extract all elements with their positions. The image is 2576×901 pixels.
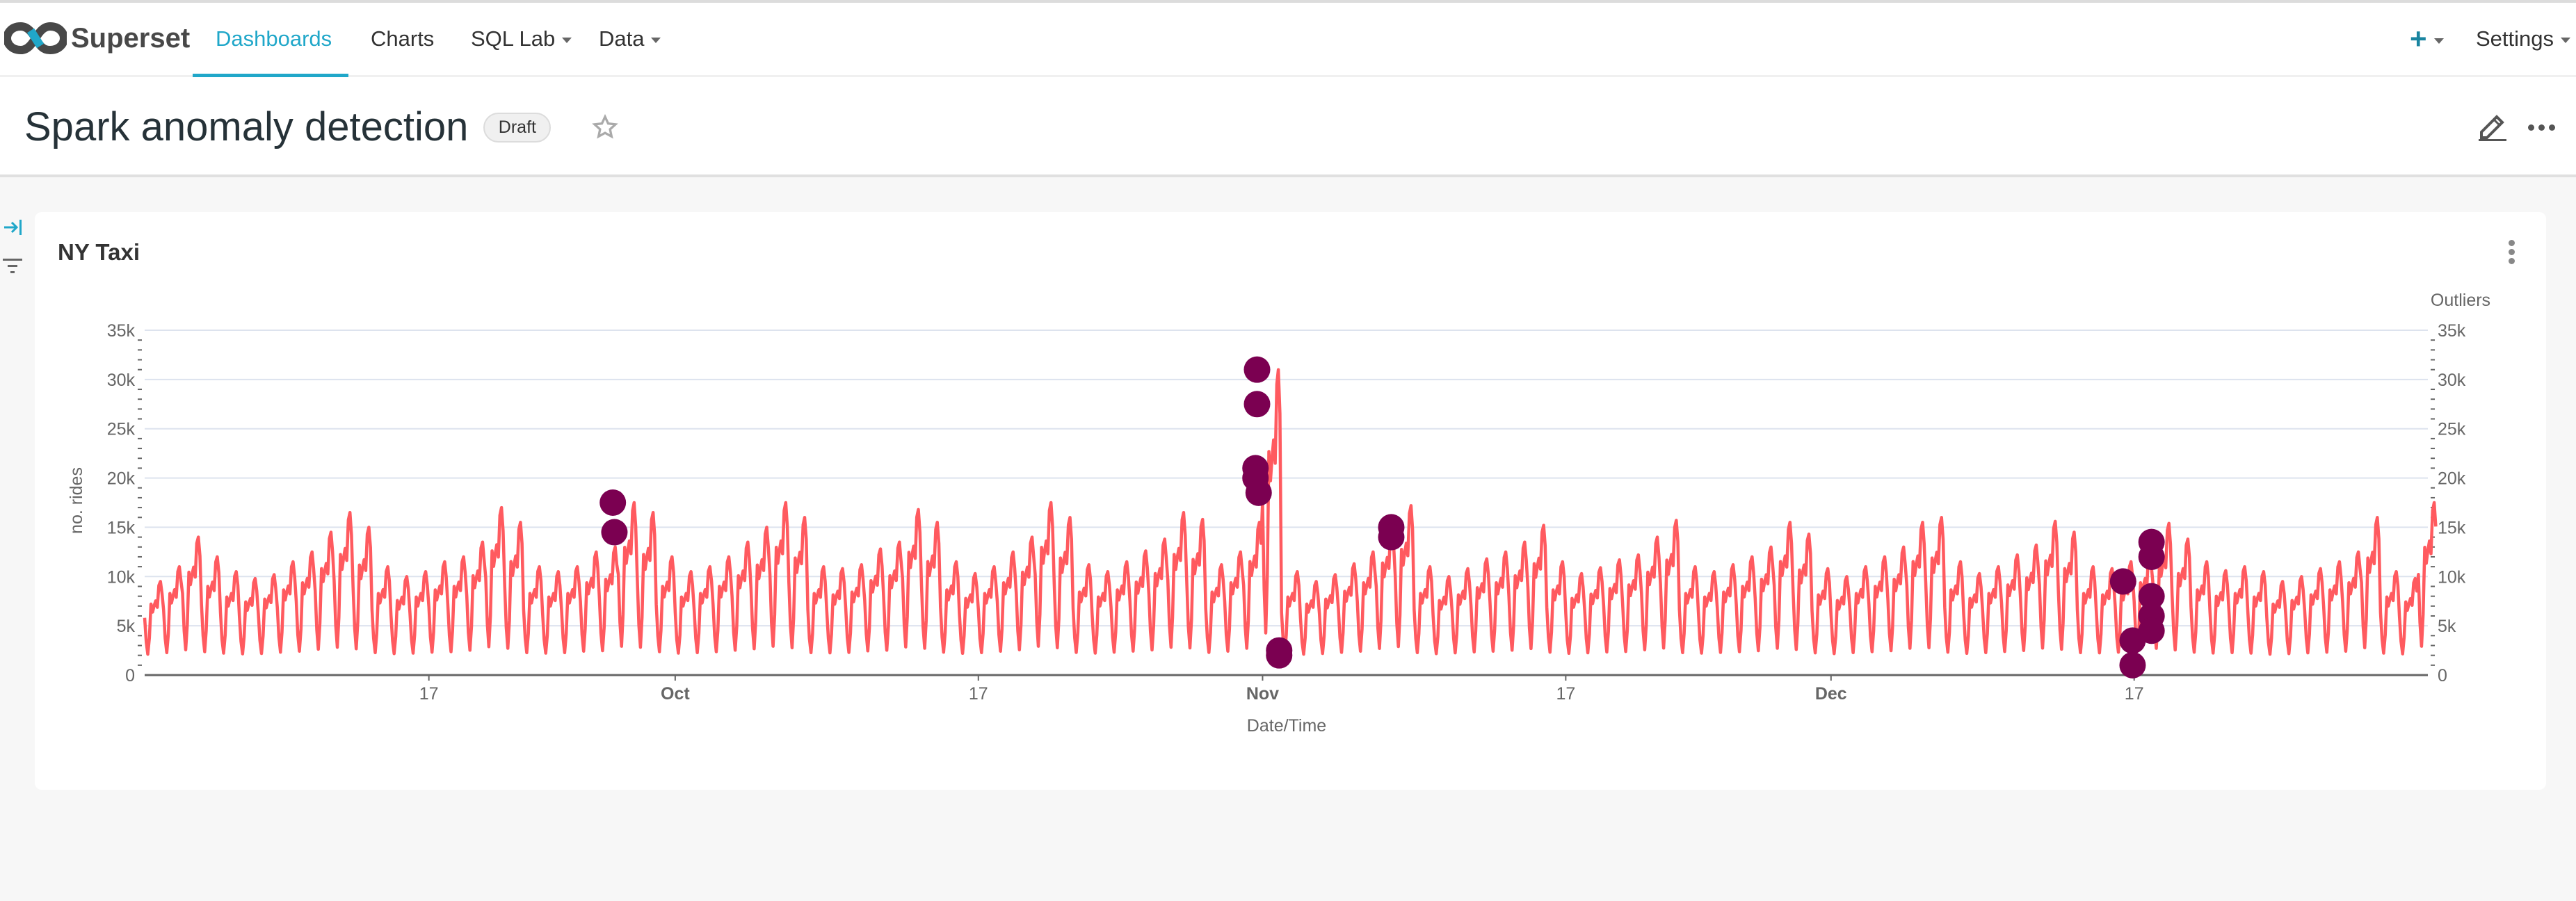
- vertical-ellipsis-icon[interactable]: [2509, 240, 2515, 264]
- nav-dashboards[interactable]: Dashboards: [216, 26, 332, 51]
- settings-label: Settings: [2476, 26, 2554, 51]
- x-tick-label: 17: [969, 684, 988, 704]
- outlier-point: [1243, 391, 1271, 418]
- outlier-point: [1243, 356, 1271, 383]
- x-tick-label: Oct: [661, 684, 690, 704]
- x-tick-label: Dec: [1815, 684, 1847, 704]
- title-row: Spark anomaly detection Draft: [24, 104, 619, 151]
- y2-tick-label: 0: [2438, 666, 2447, 685]
- outlier-point: [2138, 617, 2165, 644]
- y2-tick-label: 20k: [2438, 469, 2466, 489]
- more-options-button[interactable]: [2528, 124, 2555, 131]
- chevron-down-icon: [651, 37, 661, 43]
- nav-charts[interactable]: Charts: [371, 26, 434, 51]
- chart-title[interactable]: NY Taxi: [58, 239, 140, 265]
- y2-tick-label: 30k: [2438, 371, 2466, 390]
- nav-sql-lab[interactable]: SQL Lab: [471, 26, 572, 51]
- y-tick-label: 0: [125, 666, 135, 685]
- superset-logo[interactable]: Superset: [4, 21, 190, 56]
- y2-tick-label: 5k: [2438, 617, 2456, 636]
- y-tick-label: 30k: [107, 371, 136, 390]
- x-axis-label: Date/Time: [1247, 716, 1326, 736]
- star-icon[interactable]: [591, 113, 619, 141]
- x-tick-label: 17: [2125, 684, 2144, 704]
- y-tick-label: 35k: [107, 321, 136, 341]
- outlier-point: [601, 519, 628, 546]
- outlier-point: [2119, 651, 2146, 679]
- x-tick-label: 17: [1556, 684, 1575, 704]
- nav-sql-lab-label: SQL Lab: [471, 26, 556, 51]
- x-tick-label: Nov: [1246, 684, 1279, 704]
- plus-icon: +: [2410, 22, 2427, 55]
- active-tab-underline: [193, 74, 348, 77]
- x-tick-label: 17: [419, 684, 439, 704]
- y2-tick-label: 10k: [2438, 567, 2466, 587]
- outlier-point: [1245, 479, 1272, 506]
- chevron-down-icon: [2561, 37, 2571, 43]
- outlier-point: [599, 489, 627, 516]
- y2-tick-label: 15k: [2438, 518, 2466, 537]
- brand-name: Superset: [71, 22, 191, 54]
- y2-axis-label: Outliers: [2431, 291, 2490, 310]
- pencil-icon[interactable]: [2477, 111, 2508, 142]
- nav-data-label: Data: [599, 26, 645, 51]
- y-tick-label: 20k: [107, 469, 136, 489]
- y-tick-label: 10k: [107, 567, 136, 587]
- chevron-down-icon: [562, 37, 572, 43]
- nav-data[interactable]: Data: [599, 26, 661, 51]
- chevron-down-icon: [2433, 38, 2444, 44]
- dashboard-title[interactable]: Spark anomaly detection: [24, 104, 469, 149]
- status-badge: Draft: [483, 112, 552, 143]
- y-axis-label: no. rides: [67, 467, 86, 534]
- top-navbar: Superset Dashboards Charts SQL Lab Data …: [0, 0, 2576, 77]
- filter-icon[interactable]: [3, 259, 24, 275]
- outlier-point: [2138, 543, 2165, 570]
- y-tick-label: 15k: [107, 518, 136, 537]
- nav-charts-label: Charts: [371, 26, 435, 51]
- series-line: [143, 368, 2438, 656]
- nav-dashboards-label: Dashboards: [216, 26, 332, 51]
- outlier-point: [2138, 583, 2165, 610]
- chart-card: NY Taxi: [35, 212, 2546, 790]
- outlier-point: [2109, 568, 2136, 595]
- y-tick-label: 25k: [107, 420, 136, 439]
- superset-logo-icon: [4, 22, 67, 55]
- settings-menu[interactable]: Settings: [2476, 26, 2571, 51]
- y2-tick-label: 25k: [2438, 420, 2466, 439]
- new-button[interactable]: +: [2410, 22, 2444, 56]
- y2-tick-label: 35k: [2438, 321, 2466, 341]
- y-tick-label: 5k: [117, 617, 136, 636]
- arrow-to-right-icon[interactable]: [3, 218, 24, 236]
- outlier-point: [1266, 642, 1293, 669]
- dashboard-header: Spark anomaly detection Draft: [0, 77, 2576, 177]
- outlier-point: [1378, 523, 1405, 551]
